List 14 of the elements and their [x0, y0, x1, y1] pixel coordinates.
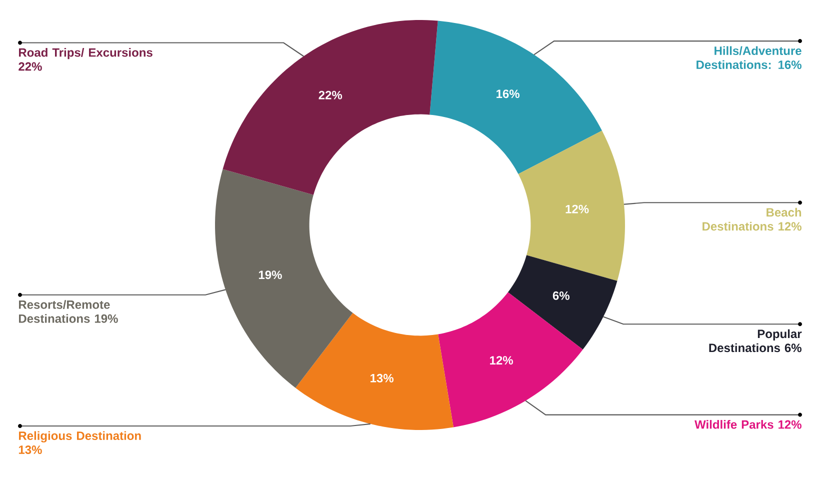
slice-label: Wildlife Parks 12%: [694, 420, 802, 429]
slice-label: Road Trips/ Excursions 22%: [18, 48, 152, 71]
data-label: 13%: [370, 374, 394, 382]
data-label: 12%: [566, 204, 589, 214]
slice-label: Beach Destinations 12%: [702, 208, 802, 231]
data-label: 12%: [490, 356, 513, 365]
data-label: 19%: [258, 270, 282, 280]
slice-label: Popular Destinations 6%: [709, 329, 802, 352]
data-label: 16%: [496, 90, 520, 98]
data-label: 22%: [318, 90, 342, 100]
data-label: 6%: [552, 291, 570, 300]
slice-label: Resorts/Remote Destinations 19%: [19, 300, 118, 323]
slice-label: Religious Destination 13%: [18, 431, 141, 454]
slice-label: Hills/Adventure Destinations: 16%: [696, 46, 802, 70]
